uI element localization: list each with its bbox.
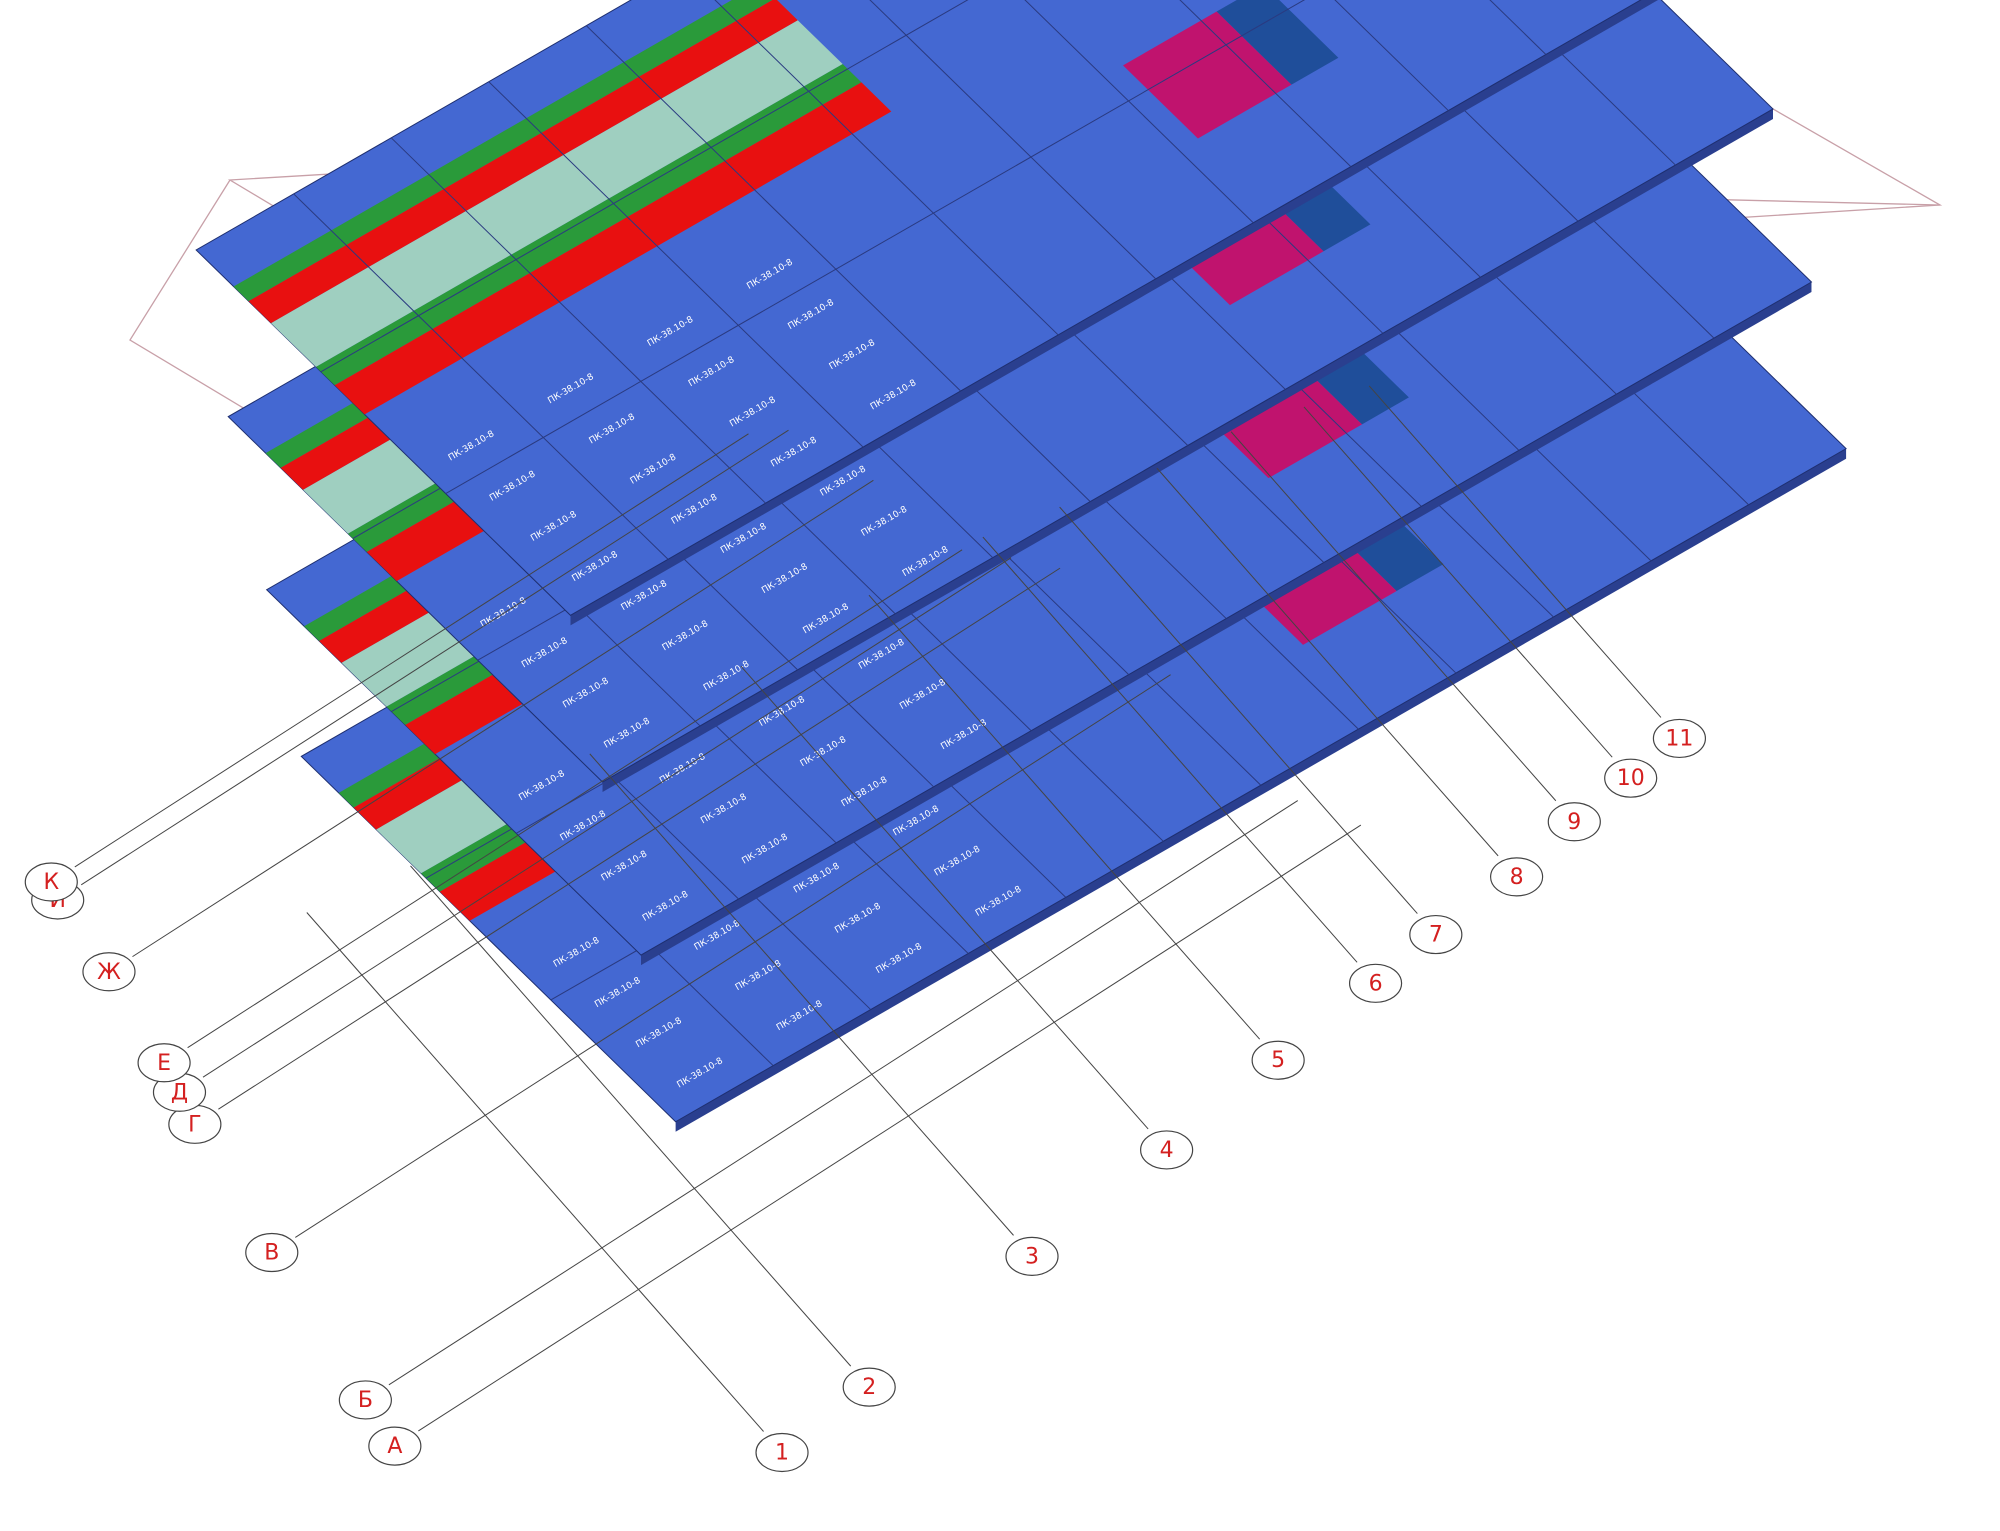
axis-label: 3 [1025,1244,1039,1269]
axis-label: 11 [1665,726,1693,751]
axis-label: К [43,870,59,895]
axis-line [295,674,1171,1238]
panel-joint [1179,0,1352,168]
axis-line [80,429,789,886]
axis-label: 9 [1567,810,1581,835]
slab-band [315,64,862,386]
axis-label: 4 [1160,1138,1174,1163]
axis-label: 5 [1271,1048,1285,1073]
axis-label: Д [171,1080,188,1105]
axis-line [982,536,1358,963]
panel-joint [445,0,1306,495]
axis-label: Г [188,1112,201,1137]
axis-label: 1 [775,1441,789,1466]
panel-joint [390,137,766,504]
axis-line [1156,467,1499,857]
axis-line [410,865,852,1367]
axis-bubble [1348,963,1403,1003]
axis-bubble [1547,802,1601,842]
axis-label: В [264,1241,279,1266]
axis-label: 8 [1510,865,1524,890]
axis-bubble [842,1367,896,1407]
panel-joint [869,0,1157,280]
axis-bubble [1652,718,1707,759]
axes: АБВГДЕЖИК1234567891011 [24,385,1707,1473]
slab-edge [570,0,1659,626]
slab-edge [675,448,1847,1132]
axis-bubble [82,952,136,992]
panel-joint [488,81,864,448]
axis-line [388,800,1299,1386]
slab-special [1123,11,1292,139]
axis-line [218,567,1061,1110]
slab-edge [641,282,1812,966]
axis-line [1230,431,1557,802]
axis-line [187,549,963,1049]
axis-line [202,557,1012,1078]
axis-label: 7 [1429,923,1443,948]
axis-line [418,824,1362,1432]
floors: ПК-38.10-8ПК-38.10-8ПК-38.10-8ПК-38.10-8… [195,0,1847,1132]
axis-label: 2 [862,1375,876,1400]
floor-slab: ПК-38.10-8ПК-38.10-8ПК-38.10-8ПК-38.10-8… [195,0,1659,626]
slab-band [271,20,843,367]
axis-label: Е [157,1051,171,1076]
axis-bubble [1409,914,1463,955]
slab-band [248,0,798,324]
axis-line [1368,385,1662,718]
axis-label: Б [358,1388,373,1413]
panel-joint [1334,0,1449,111]
axis-line [74,433,749,868]
axis-bubble [1140,1130,1194,1170]
axis-bubble [1604,758,1658,798]
axis-bubble [1005,1236,1059,1276]
axis-line [1303,406,1613,758]
panel-joint [714,0,1059,336]
panel-joint [293,193,669,560]
axis-line [1059,506,1418,914]
axis-label: 6 [1369,971,1383,996]
axis-bubble [24,862,78,902]
axis-line [868,594,1261,1040]
axis-line [132,479,874,958]
axis-bubble [1490,857,1544,897]
axis-bubble [755,1432,809,1473]
panel-joint [585,25,961,392]
axis-bubble [245,1232,299,1273]
slab-edge [602,108,1774,793]
axis-bubble [1251,1040,1305,1080]
panel-joint [1505,0,1676,166]
panel-joint [1024,0,1254,224]
axis-label: 10 [1617,766,1645,791]
axis-bubble [338,1380,392,1420]
slab-special [1216,0,1339,85]
panel-joint [320,0,969,373]
slab-band [334,82,892,415]
axis-label: А [387,1434,402,1459]
axis-bubble [137,1043,191,1083]
axis-line [306,912,764,1432]
axis-bubble [368,1426,422,1466]
axis-line [589,753,1014,1236]
axis-label: Ж [97,960,121,985]
axis-line [740,665,1149,1130]
